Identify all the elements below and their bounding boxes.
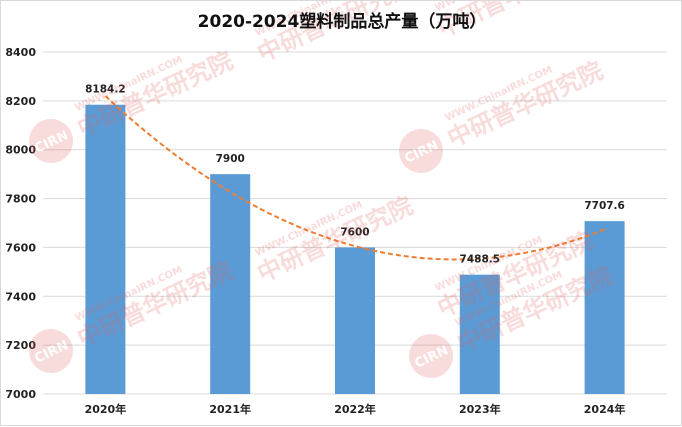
x-tick-label: 2022年 (334, 402, 376, 416)
y-tick-label: 8000 (5, 144, 36, 157)
bars (85, 104, 625, 394)
bar (335, 247, 375, 394)
bar (210, 174, 251, 394)
y-tick-label: 7200 (5, 339, 36, 352)
bar (584, 221, 625, 394)
x-axis-ticks: 2020年 2021年 2022年 2023年 2024年 (85, 402, 626, 416)
chart-title: 2020-2024塑料制品总产量（万吨） (198, 11, 487, 32)
x-tick-label: 2020年 (85, 402, 127, 416)
data-label: 8184.2 (85, 84, 126, 96)
y-tick-label: 7600 (5, 241, 36, 254)
x-tick-label: 2024年 (584, 402, 626, 416)
x-tick-label: 2021年 (209, 402, 251, 416)
y-tick-label: 7400 (5, 290, 36, 303)
data-label: 7900 (216, 153, 245, 165)
bar (85, 104, 126, 394)
data-label: 7600 (340, 226, 369, 238)
y-tick-label: 8400 (5, 46, 36, 59)
y-axis-ticks: 7000 7200 7400 7600 7800 8000 8200 8400 (5, 46, 36, 401)
trendline (104, 95, 605, 261)
x-tick-label: 2023年 (459, 402, 501, 416)
data-labels: 8184.2 7900 7600 7488.5 7707.6 (85, 84, 625, 266)
y-tick-label: 7000 (5, 388, 36, 401)
data-label: 7707.6 (584, 200, 625, 212)
data-label: 7488.5 (460, 254, 501, 266)
trendline-path (104, 95, 605, 261)
y-tick-label: 8200 (5, 95, 36, 108)
y-tick-label: 7800 (5, 193, 36, 206)
bar (459, 274, 500, 394)
